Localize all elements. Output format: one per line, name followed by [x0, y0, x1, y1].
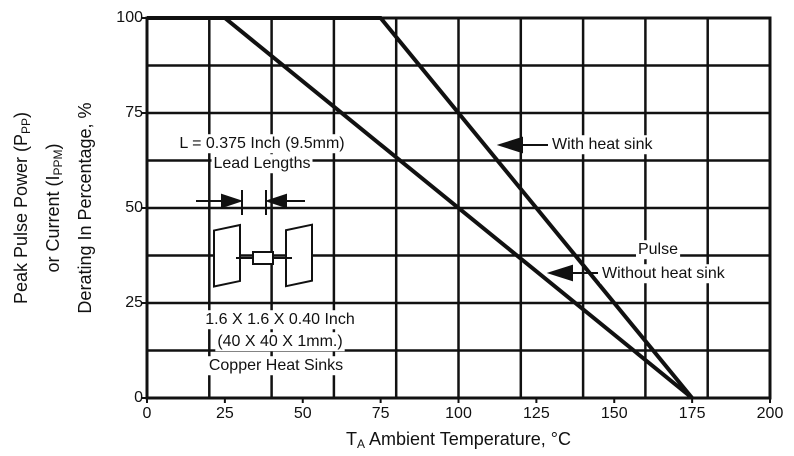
label-background [635, 240, 681, 260]
arrow-head [546, 264, 573, 282]
x-tick-label: 75 [372, 405, 390, 422]
series-label: With heat sink [552, 136, 653, 153]
marks [147, 16, 694, 400]
heat-sink [213, 223, 241, 288]
arrow-head [221, 193, 244, 209]
series-line [147, 16, 694, 400]
x-tick-label: 150 [601, 405, 628, 422]
y-tick-label: 0 [134, 389, 143, 406]
series-label: Without heat sink [602, 265, 726, 282]
heat-sink [285, 223, 313, 288]
x-tick-label: 200 [757, 405, 784, 422]
annotations: L = 0.375 Inch (9.5mm) Lead Lengths 1.6 X … [177, 134, 728, 376]
y-tick-label: 75 [125, 104, 143, 121]
label-part: ) [43, 143, 63, 149]
label-part: ) [11, 112, 31, 118]
subscript: PPM [51, 149, 65, 175]
y-axis-label: or Current (IPPM) [43, 143, 65, 272]
label-background [203, 310, 357, 330]
x-tick-label: 50 [294, 405, 312, 422]
annotation: 1.6 X 1.6 X 0.40 Inch [205, 311, 354, 328]
x-tick-label: 0 [143, 405, 152, 422]
label-background [550, 135, 656, 155]
label-part: or Current (I [43, 175, 63, 272]
y-axis-label: Derating In Percentage, % [75, 102, 95, 313]
label-part: Derating In Percentage, % [75, 102, 95, 313]
annotation: Lead Lengths [214, 155, 311, 172]
annotation: Copper Heat Sinks [209, 357, 343, 374]
heat-sink-drawing [213, 223, 313, 288]
arrow-head [264, 193, 287, 209]
arrow-head [496, 136, 523, 154]
x-axis-label: TA Ambient Temperature, °C [346, 429, 571, 451]
label-background [600, 264, 728, 284]
subscript: PP [19, 118, 33, 134]
label-background [211, 154, 313, 174]
y-tick-label: 25 [125, 294, 143, 311]
labels: 0 25 50 75 100 125 150 175 200 0 25 50 75 100 Peak Pul… [11, 9, 784, 451]
label-background [206, 356, 346, 376]
x-tick-label: 175 [679, 405, 706, 422]
x-tick-label: 100 [445, 405, 472, 422]
subscript: A [357, 437, 365, 451]
label-part: Peak Pulse Power (P [11, 134, 31, 304]
label-background [215, 332, 345, 352]
component [252, 251, 274, 265]
label-background [177, 134, 347, 154]
x-tick-label: 25 [216, 405, 234, 422]
y-axis-label: Peak Pulse Power (PPP) [11, 112, 33, 304]
y-tick-label: 50 [125, 199, 143, 216]
label-part: Ambient Temperature, °C [365, 429, 571, 449]
y-tick-label: 100 [116, 9, 143, 26]
annotation: L = 0.375 Inch (9.5mm) [179, 135, 344, 152]
annotation: (40 X 40 X 1mm.) [217, 333, 342, 350]
annotation: Pulse [638, 241, 678, 258]
arrows [196, 136, 598, 282]
label-part: T [346, 429, 357, 449]
x-tick-label: 125 [523, 405, 550, 422]
